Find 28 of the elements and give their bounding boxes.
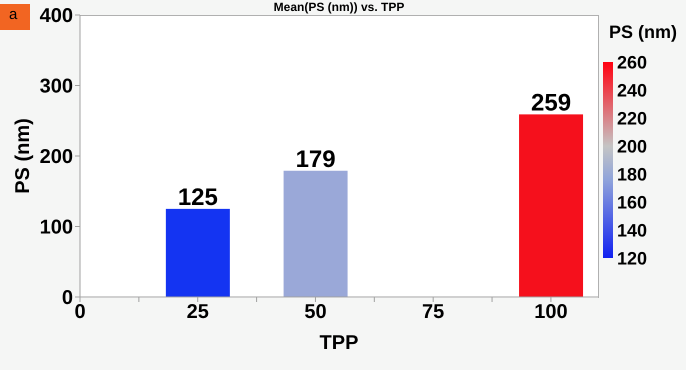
color-bar-title: PS (nm) [608, 22, 678, 42]
x-tick-label: 100 [534, 301, 568, 324]
y-tick-label: 200 [40, 146, 73, 168]
color-bar-label: 220 [617, 108, 648, 128]
color-bar-label: 160 [617, 192, 648, 212]
y-axis-title: PS (nm) [12, 118, 34, 194]
color-bar-label: 120 [617, 248, 648, 268]
text: a [0, 4, 30, 30]
y-tick-label: 100 [40, 216, 73, 239]
y-tick-label: 300 [40, 76, 73, 98]
bar [519, 114, 584, 297]
color-bar-label: 140 [617, 220, 648, 240]
bar [284, 170, 348, 297]
x-tick-label: 25 [186, 301, 209, 324]
data-label: 125 [178, 184, 218, 211]
x-tick-label: 75 [422, 301, 444, 324]
color-bar-label: 240 [617, 80, 648, 100]
x-axis-title: TPP [320, 332, 358, 354]
data-label: 179 [296, 146, 336, 173]
x-tick-label: 50 [304, 301, 327, 324]
color-bar-label: 260 [617, 52, 648, 72]
y-tick-label: 400 [40, 5, 73, 28]
chart-title: Mean(PS (nm)) vs. TPP [272, 0, 406, 14]
y-tick-label: 0 [62, 287, 73, 310]
bar [166, 208, 230, 297]
data-label: 259 [531, 89, 572, 116]
color-bar-label: 200 [617, 136, 648, 156]
color-bar-label: 180 [617, 164, 648, 184]
